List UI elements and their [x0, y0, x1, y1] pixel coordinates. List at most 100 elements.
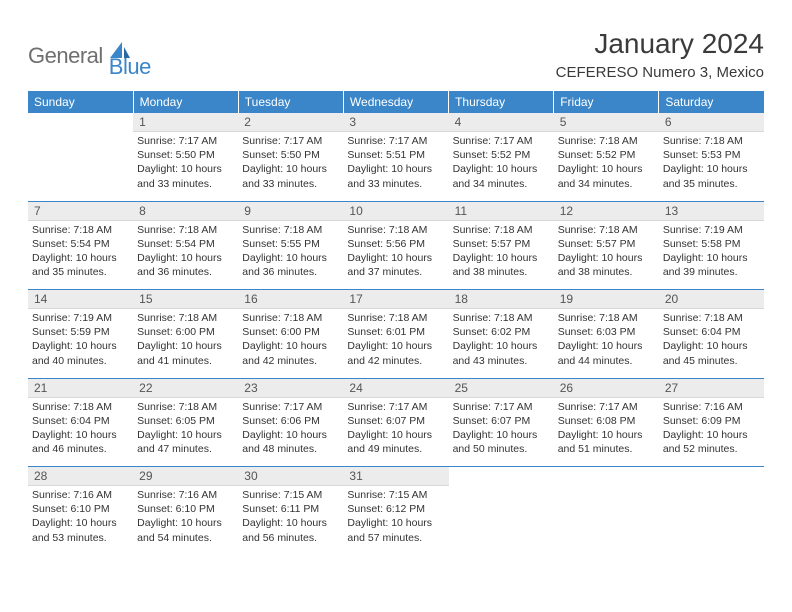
calendar-table: SundayMondayTuesdayWednesdayThursdayFrid… [28, 91, 764, 555]
sunrise-line: Sunrise: 7:18 AM [32, 223, 129, 237]
day-number: 25 [449, 379, 554, 398]
sunset-line: Sunset: 6:10 PM [137, 502, 234, 516]
sunset-line: Sunset: 5:58 PM [663, 237, 760, 251]
day-details: Sunrise: 7:18 AMSunset: 6:05 PMDaylight:… [133, 398, 238, 461]
sunrise-line: Sunrise: 7:18 AM [137, 311, 234, 325]
header-row: General Blue January 2024 CEFERESO Numer… [28, 28, 764, 81]
daylight-line: Daylight: 10 hours and 46 minutes. [32, 428, 129, 456]
day-number: 8 [133, 202, 238, 221]
calendar-day: 23Sunrise: 7:17 AMSunset: 6:06 PMDayligh… [238, 379, 343, 467]
daylight-line: Daylight: 10 hours and 57 minutes. [347, 516, 444, 544]
day-details: Sunrise: 7:16 AMSunset: 6:09 PMDaylight:… [659, 398, 764, 461]
day-details: Sunrise: 7:17 AMSunset: 5:50 PMDaylight:… [238, 132, 343, 195]
sunrise-line: Sunrise: 7:17 AM [347, 400, 444, 414]
weekday-header: Sunday [28, 91, 133, 113]
day-number: 12 [554, 202, 659, 221]
sunset-line: Sunset: 6:07 PM [453, 414, 550, 428]
calendar-body: .1Sunrise: 7:17 AMSunset: 5:50 PMDayligh… [28, 113, 764, 555]
sunrise-line: Sunrise: 7:17 AM [453, 400, 550, 414]
day-number: 2 [238, 113, 343, 132]
calendar-page: General Blue January 2024 CEFERESO Numer… [0, 0, 792, 555]
day-number: 19 [554, 290, 659, 309]
day-number: 1 [133, 113, 238, 132]
sunset-line: Sunset: 5:51 PM [347, 148, 444, 162]
sunset-line: Sunset: 6:06 PM [242, 414, 339, 428]
day-details: Sunrise: 7:17 AMSunset: 6:06 PMDaylight:… [238, 398, 343, 461]
day-number: 6 [659, 113, 764, 132]
calendar-day: 16Sunrise: 7:18 AMSunset: 6:00 PMDayligh… [238, 290, 343, 378]
day-number: 15 [133, 290, 238, 309]
calendar-day: 11Sunrise: 7:18 AMSunset: 5:57 PMDayligh… [449, 202, 554, 290]
daylight-line: Daylight: 10 hours and 42 minutes. [242, 339, 339, 367]
day-details: Sunrise: 7:18 AMSunset: 5:55 PMDaylight:… [238, 221, 343, 284]
brand-logo: General Blue [28, 32, 151, 80]
sunrise-line: Sunrise: 7:15 AM [242, 488, 339, 502]
day-number: 31 [343, 467, 448, 486]
calendar-day: 20Sunrise: 7:18 AMSunset: 6:04 PMDayligh… [659, 290, 764, 378]
sunrise-line: Sunrise: 7:18 AM [242, 311, 339, 325]
calendar-day: 4Sunrise: 7:17 AMSunset: 5:52 PMDaylight… [449, 113, 554, 201]
calendar-day: 12Sunrise: 7:18 AMSunset: 5:57 PMDayligh… [554, 202, 659, 290]
day-number: 11 [449, 202, 554, 221]
calendar-day: 18Sunrise: 7:18 AMSunset: 6:02 PMDayligh… [449, 290, 554, 378]
sunrise-line: Sunrise: 7:15 AM [347, 488, 444, 502]
day-details: Sunrise: 7:18 AMSunset: 5:57 PMDaylight:… [449, 221, 554, 284]
sunset-line: Sunset: 5:50 PM [242, 148, 339, 162]
day-number: 7 [28, 202, 133, 221]
sunset-line: Sunset: 5:50 PM [137, 148, 234, 162]
brand-part2: Blue [109, 54, 151, 80]
location-label: CEFERESO Numero 3, Mexico [556, 64, 764, 81]
day-details: Sunrise: 7:17 AMSunset: 6:07 PMDaylight:… [449, 398, 554, 461]
day-number: 10 [343, 202, 448, 221]
day-details: Sunrise: 7:18 AMSunset: 5:52 PMDaylight:… [554, 132, 659, 195]
title-block: January 2024 CEFERESO Numero 3, Mexico [556, 28, 764, 81]
sunrise-line: Sunrise: 7:18 AM [347, 223, 444, 237]
day-details: Sunrise: 7:18 AMSunset: 5:53 PMDaylight:… [659, 132, 764, 195]
day-details: Sunrise: 7:16 AMSunset: 6:10 PMDaylight:… [28, 486, 133, 549]
day-details: Sunrise: 7:18 AMSunset: 5:56 PMDaylight:… [343, 221, 448, 284]
daylight-line: Daylight: 10 hours and 36 minutes. [137, 251, 234, 279]
calendar-day: . [28, 113, 133, 201]
sunrise-line: Sunrise: 7:17 AM [453, 134, 550, 148]
sunset-line: Sunset: 6:01 PM [347, 325, 444, 339]
daylight-line: Daylight: 10 hours and 34 minutes. [453, 162, 550, 190]
calendar-day: 7Sunrise: 7:18 AMSunset: 5:54 PMDaylight… [28, 202, 133, 290]
day-details: Sunrise: 7:18 AMSunset: 5:54 PMDaylight:… [133, 221, 238, 284]
calendar-week: 7Sunrise: 7:18 AMSunset: 5:54 PMDaylight… [28, 202, 764, 290]
calendar-day: 14Sunrise: 7:19 AMSunset: 5:59 PMDayligh… [28, 290, 133, 378]
sunrise-line: Sunrise: 7:16 AM [663, 400, 760, 414]
calendar-day: . [659, 467, 764, 555]
sunset-line: Sunset: 5:54 PM [32, 237, 129, 251]
sunset-line: Sunset: 5:55 PM [242, 237, 339, 251]
day-number: 21 [28, 379, 133, 398]
sunrise-line: Sunrise: 7:18 AM [558, 311, 655, 325]
sunrise-line: Sunrise: 7:17 AM [558, 400, 655, 414]
day-details: Sunrise: 7:18 AMSunset: 6:01 PMDaylight:… [343, 309, 448, 372]
calendar-day: 19Sunrise: 7:18 AMSunset: 6:03 PMDayligh… [554, 290, 659, 378]
calendar-day: 30Sunrise: 7:15 AMSunset: 6:11 PMDayligh… [238, 467, 343, 555]
day-details: Sunrise: 7:17 AMSunset: 6:07 PMDaylight:… [343, 398, 448, 461]
sunset-line: Sunset: 6:04 PM [663, 325, 760, 339]
calendar-day: 25Sunrise: 7:17 AMSunset: 6:07 PMDayligh… [449, 379, 554, 467]
daylight-line: Daylight: 10 hours and 52 minutes. [663, 428, 760, 456]
daylight-line: Daylight: 10 hours and 41 minutes. [137, 339, 234, 367]
weekday-header: Tuesday [238, 91, 343, 113]
day-details: Sunrise: 7:18 AMSunset: 5:57 PMDaylight:… [554, 221, 659, 284]
daylight-line: Daylight: 10 hours and 45 minutes. [663, 339, 760, 367]
sunrise-line: Sunrise: 7:18 AM [453, 223, 550, 237]
day-number: 27 [659, 379, 764, 398]
day-details: Sunrise: 7:16 AMSunset: 6:10 PMDaylight:… [133, 486, 238, 549]
day-details: Sunrise: 7:18 AMSunset: 6:04 PMDaylight:… [659, 309, 764, 372]
day-number: 22 [133, 379, 238, 398]
day-number: 13 [659, 202, 764, 221]
calendar-day: 8Sunrise: 7:18 AMSunset: 5:54 PMDaylight… [133, 202, 238, 290]
brand-part1: General [28, 43, 103, 69]
day-number: 17 [343, 290, 448, 309]
sunset-line: Sunset: 6:00 PM [242, 325, 339, 339]
daylight-line: Daylight: 10 hours and 37 minutes. [347, 251, 444, 279]
calendar-day: 15Sunrise: 7:18 AMSunset: 6:00 PMDayligh… [133, 290, 238, 378]
sunset-line: Sunset: 5:57 PM [453, 237, 550, 251]
sunset-line: Sunset: 6:04 PM [32, 414, 129, 428]
calendar-day: 3Sunrise: 7:17 AMSunset: 5:51 PMDaylight… [343, 113, 448, 201]
sunset-line: Sunset: 6:10 PM [32, 502, 129, 516]
